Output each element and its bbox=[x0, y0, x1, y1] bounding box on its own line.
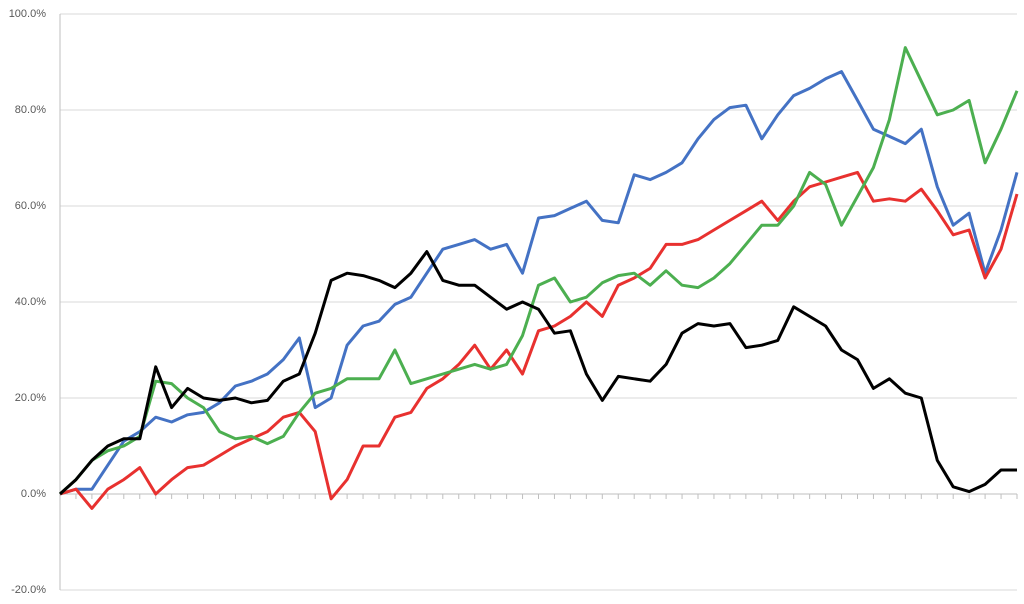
y-tick-label: 80.0% bbox=[15, 104, 46, 116]
series-line bbox=[59, 170, 1019, 510]
y-tick-label: 60.0% bbox=[15, 200, 46, 212]
series-line bbox=[58, 250, 1017, 496]
series-line bbox=[58, 46, 1019, 496]
y-tick-label: 20.0% bbox=[15, 392, 46, 404]
y-tick-label: -20.0% bbox=[11, 584, 46, 596]
y-tick-label: 100.0% bbox=[9, 8, 47, 20]
series-line bbox=[59, 70, 1019, 496]
y-tick-label: 40.0% bbox=[15, 296, 46, 308]
y-tick-label: 0.0% bbox=[21, 488, 46, 500]
